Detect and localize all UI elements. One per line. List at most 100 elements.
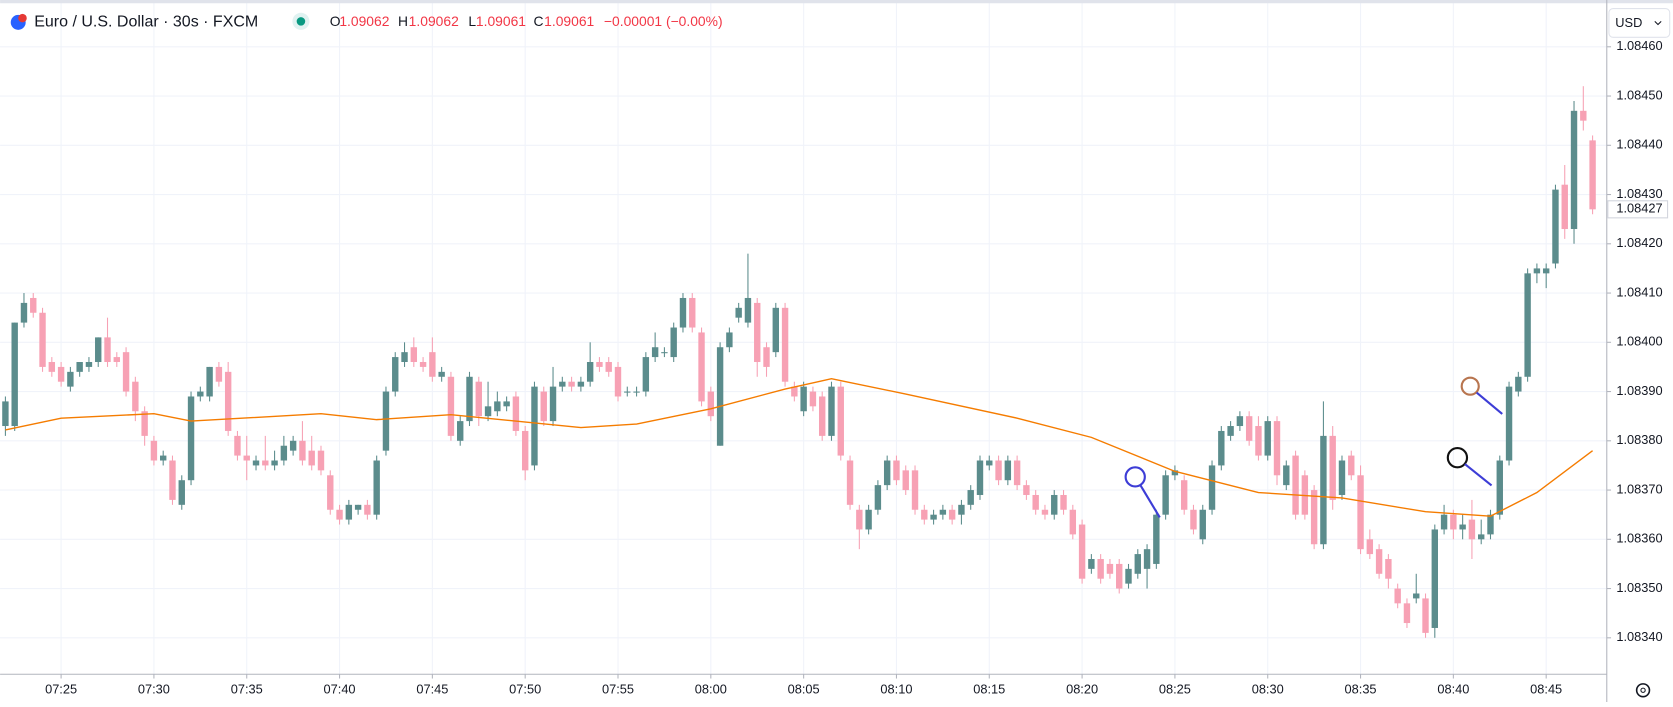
- candle-body: [466, 376, 473, 422]
- candle-body: [1060, 494, 1067, 510]
- status-dot: [296, 17, 306, 26]
- candle-body: [317, 450, 325, 471]
- legend-bar: Euro / U.S. Dollar · 30s · FXCM O 1.0906…: [10, 12, 723, 31]
- candle-body: [289, 440, 297, 451]
- candle-body: [837, 386, 844, 456]
- candle-body: [336, 509, 343, 520]
- y-tick-label: 1.08380: [1616, 432, 1662, 447]
- candle-body: [252, 460, 260, 466]
- candle-body: [401, 352, 408, 363]
- candle-body: [1320, 435, 1327, 545]
- candle-body: [206, 366, 213, 397]
- candle-body: [429, 352, 436, 377]
- candle-body: [1106, 563, 1114, 574]
- candle-body: [1422, 598, 1429, 633]
- settings-icon[interactable]: [1635, 683, 1651, 698]
- y-tick-label: 1.08370: [1616, 481, 1662, 496]
- candle-body: [1245, 416, 1253, 441]
- moving-average: [5, 378, 1594, 517]
- currency-label[interactable]: USD: [1615, 15, 1642, 30]
- x-tick-label: 07:50: [509, 682, 541, 697]
- candle-body: [735, 307, 742, 318]
- candle-body: [624, 391, 631, 393]
- candle-body: [540, 391, 547, 422]
- candle-body: [1180, 480, 1188, 510]
- candle-body: [11, 322, 18, 427]
- marks-layer: [2, 86, 1596, 638]
- candle-body: [865, 509, 872, 530]
- candle-body: [633, 391, 640, 393]
- candle-body: [95, 337, 102, 363]
- ohlc-key: C: [534, 13, 544, 29]
- candle-body: [1524, 273, 1531, 377]
- candle-body: [39, 312, 46, 367]
- candle-body: [1153, 514, 1160, 564]
- candle-body: [744, 297, 752, 323]
- candle-body: [902, 470, 909, 491]
- candle-body: [57, 366, 65, 382]
- settings-icon[interactable]: [1640, 687, 1646, 693]
- y-tick-label: 1.08430: [1616, 186, 1662, 201]
- candle-body: [1348, 455, 1355, 476]
- drawing-line: [1464, 463, 1493, 487]
- candle-body: [661, 352, 668, 354]
- candle-body: [986, 460, 993, 466]
- y-tick-label: 1.08460: [1616, 38, 1662, 53]
- settings-button[interactable]: [1635, 683, 1651, 698]
- candle-body: [457, 421, 464, 441]
- candle-body: [382, 391, 390, 451]
- candle-body: [1013, 460, 1021, 486]
- currency-caret[interactable]: [1654, 20, 1662, 26]
- candle-body: [1329, 435, 1336, 500]
- candle-body: [132, 381, 139, 412]
- candle-body: [1190, 509, 1197, 530]
- candle-body: [76, 362, 83, 372]
- candle-body: [262, 460, 269, 466]
- candle-body: [178, 480, 185, 505]
- candle-body: [819, 396, 826, 436]
- y-tick-label: 1.08350: [1616, 580, 1662, 595]
- candle-body: [586, 362, 594, 382]
- candle-body: [1515, 376, 1522, 392]
- candle-body: [800, 386, 807, 412]
- candle-body: [1004, 460, 1012, 481]
- x-tick-label: 07:45: [416, 682, 448, 697]
- candle-body: [809, 391, 817, 407]
- x-tick-label: 08:05: [788, 682, 820, 697]
- ohlc-value: 1.09061: [544, 13, 594, 29]
- candle-body: [1208, 465, 1216, 510]
- candle-body: [874, 485, 882, 510]
- candle-body: [1570, 110, 1578, 230]
- candle-body: [1069, 509, 1077, 535]
- candle-body: [1468, 519, 1476, 540]
- candle-body: [1273, 421, 1281, 476]
- candle-body: [438, 371, 445, 377]
- candle-body: [1459, 524, 1466, 530]
- candle-body: [1413, 593, 1420, 599]
- candle-body: [141, 411, 148, 436]
- candle-body: [373, 460, 380, 515]
- candle-body: [1450, 514, 1457, 530]
- currency-button-box[interactable]: [1608, 8, 1671, 38]
- candle-body: [1292, 455, 1299, 515]
- candle-body: [1125, 568, 1132, 584]
- candle-body: [1580, 110, 1587, 121]
- x-tick-label: 08:00: [695, 682, 727, 697]
- candle-body: [85, 362, 93, 367]
- currency-button[interactable]: USD: [1608, 8, 1671, 38]
- drawing-circle: [1460, 376, 1480, 396]
- candle-body: [280, 445, 288, 461]
- y-tick-label: 1.08420: [1616, 235, 1662, 250]
- candle-body: [1375, 549, 1383, 574]
- candle-body: [2, 401, 9, 427]
- candle-body: [512, 396, 520, 431]
- candle-body: [1134, 554, 1141, 574]
- candle-body: [1487, 514, 1494, 535]
- candle-body: [410, 347, 418, 363]
- candle-body: [754, 302, 761, 363]
- ohlc-value: 1.09062: [339, 13, 389, 29]
- candle-body: [419, 362, 427, 367]
- candle-body: [1533, 268, 1541, 274]
